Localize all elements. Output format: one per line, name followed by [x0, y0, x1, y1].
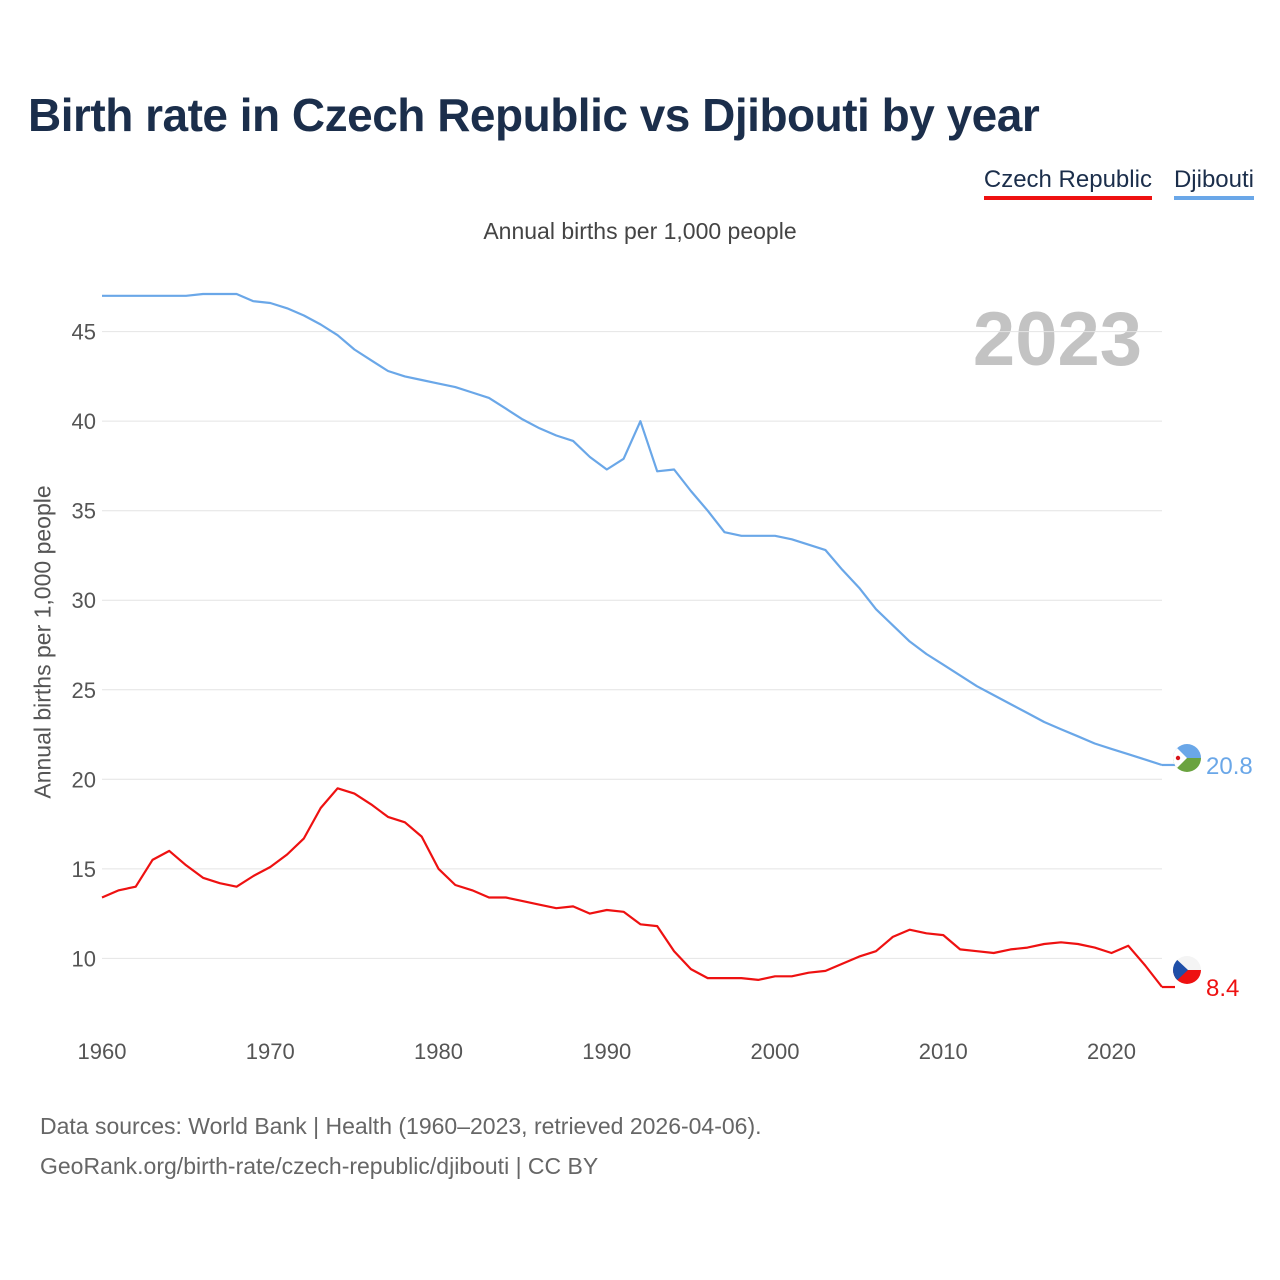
- x-tick-label-1960: 1960: [78, 1039, 127, 1064]
- y-tick-label-25: 25: [72, 678, 96, 703]
- djibouti-flag-icon: [1173, 744, 1201, 772]
- chart-subtitle: Annual births per 1,000 people: [483, 218, 797, 244]
- y-tick-label-45: 45: [72, 320, 96, 345]
- year-label: 2023: [972, 297, 1142, 382]
- czech-republic-flag-icon: [1173, 956, 1201, 984]
- x-tick-label-1990: 1990: [582, 1039, 631, 1064]
- sources-line-1: Data sources: World Bank | Health (1960–…: [40, 1113, 762, 1139]
- data-sources: Data sources: World Bank | Health (1960–…: [40, 1106, 762, 1186]
- y-tick-label-40: 40: [72, 409, 96, 434]
- y-tick-label-30: 30: [72, 588, 96, 613]
- x-tick-label-2010: 2010: [919, 1039, 968, 1064]
- series-line-czech-republic: [101, 787, 1163, 988]
- x-tick-label-2020: 2020: [1087, 1039, 1136, 1064]
- series-line-djibouti: [102, 292, 1163, 767]
- end-label-djibouti: 20.8: [1206, 753, 1253, 780]
- end-label-czech-republic: 8.4: [1206, 975, 1239, 1002]
- chart-title: Birth rate in Czech Republic vs Djibouti…: [28, 89, 1040, 141]
- x-tick-label-1970: 1970: [246, 1039, 295, 1064]
- y-tick-label-15: 15: [72, 857, 96, 882]
- x-tick-label-1980: 1980: [414, 1039, 463, 1064]
- legend: Czech Republic Djibouti: [983, 166, 1254, 200]
- y-tick-label-20: 20: [72, 767, 96, 792]
- y-tick-label-35: 35: [72, 499, 96, 524]
- x-tick-label-2000: 2000: [751, 1039, 800, 1064]
- legend-item-djibouti[interactable]: Djibouti: [1173, 166, 1254, 200]
- y-tick-label-10: 10: [72, 946, 96, 971]
- sources-line-2: GeoRank.org/birth-rate/czech-republic/dj…: [40, 1153, 599, 1179]
- legend-item-czech-republic[interactable]: Czech Republic: [983, 166, 1152, 200]
